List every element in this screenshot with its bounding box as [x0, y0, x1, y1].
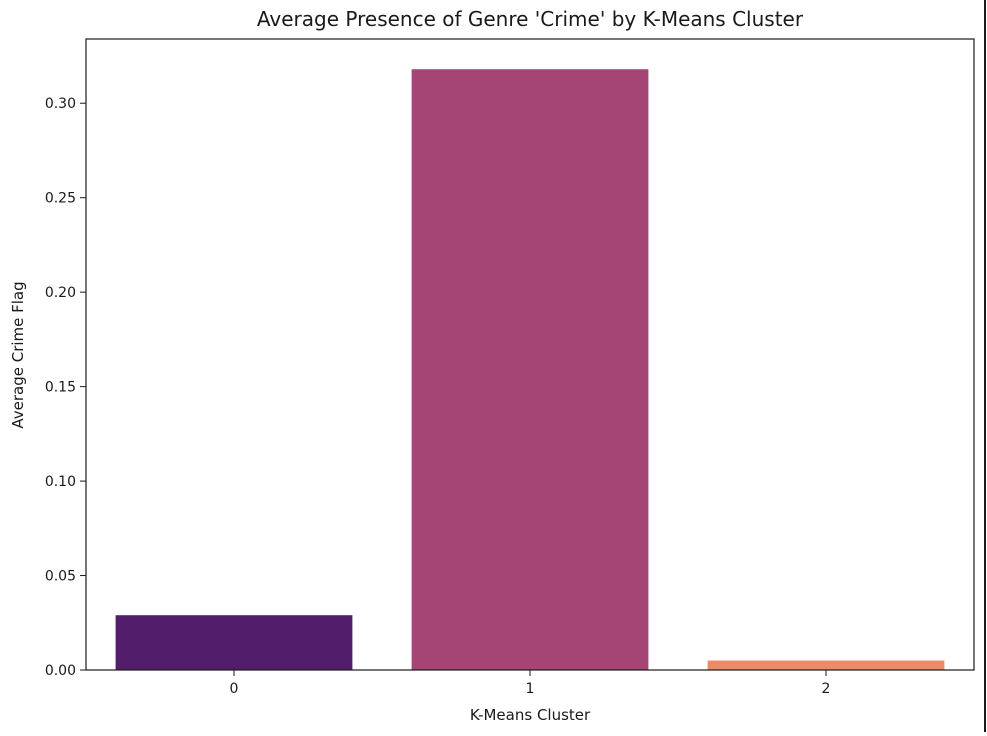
- x-tick-label: 0: [230, 681, 239, 697]
- plot-area-frame: [85, 38, 975, 671]
- bar-cluster-0: [115, 615, 353, 670]
- y-tick-label: 0.20: [45, 285, 76, 301]
- y-tick-label: 0.05: [45, 569, 76, 585]
- y-tick-label: 0.30: [45, 96, 76, 112]
- window-edge: [984, 0, 986, 732]
- bar-cluster-2: [707, 660, 945, 670]
- x-axis-ticks: 0 1 2: [230, 670, 831, 697]
- chart-title: Average Presence of Genre 'Crime' by K-M…: [257, 7, 804, 31]
- x-tick-label: 2: [822, 681, 831, 697]
- bars-group: [115, 69, 945, 671]
- y-axis-ticks: 0.00 0.05 0.10 0.15 0.20 0.25 0.30: [45, 96, 86, 679]
- y-axis-label: Average Crime Flag: [9, 281, 27, 428]
- y-tick-label: 0.10: [45, 474, 76, 490]
- y-tick-label: 0.00: [45, 663, 76, 679]
- y-tick-label: 0.25: [45, 191, 76, 207]
- x-tick-label: 1: [526, 681, 535, 697]
- bar-cluster-1: [411, 69, 649, 671]
- y-tick-label: 0.15: [45, 380, 76, 396]
- x-axis-label: K-Means Cluster: [470, 706, 591, 724]
